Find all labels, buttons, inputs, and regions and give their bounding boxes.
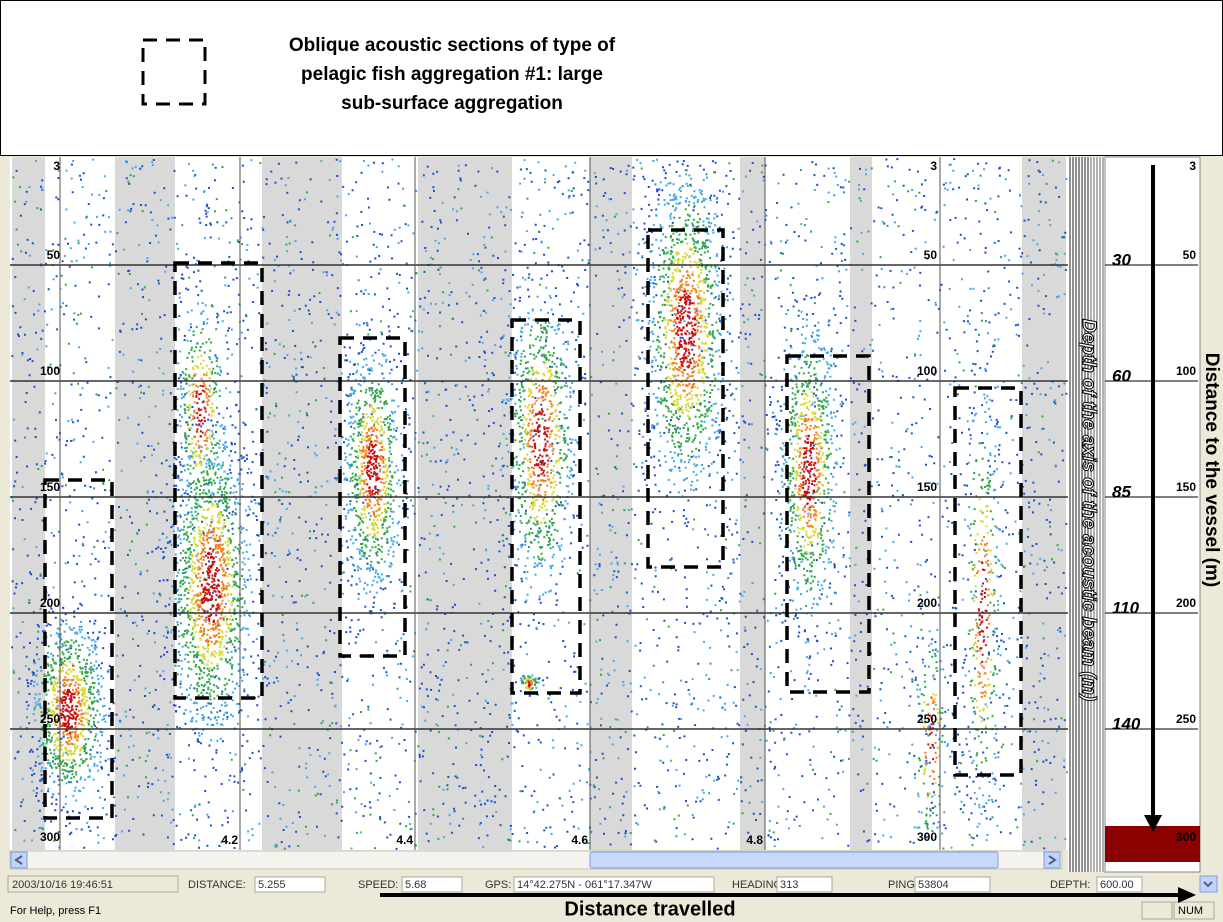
range-label: 150 — [1176, 480, 1196, 494]
status-value-box — [776, 876, 833, 893]
depth-label: 100 — [40, 364, 60, 378]
aggregation-box — [953, 386, 1023, 777]
bottom-block — [1105, 826, 1200, 862]
depth-label: 150 — [917, 480, 937, 494]
scroll-thumb[interactable] — [589, 851, 999, 869]
status-value-box — [401, 876, 463, 893]
depth-label: 3 — [930, 159, 937, 173]
distance-arrow-head — [1178, 887, 1196, 903]
legend-line: Oblique acoustic sections of type of — [289, 35, 616, 56]
status-value: 53804 — [918, 879, 949, 891]
legend-box — [0, 0, 1223, 156]
status-label: PING: — [888, 879, 918, 891]
depth-label: 250 — [40, 712, 60, 726]
oblique-label: 110 — [1112, 598, 1140, 617]
status-label: DISTANCE: — [188, 879, 246, 891]
scroll-right[interactable] — [1043, 851, 1061, 869]
depth-label: 50 — [924, 248, 938, 262]
aggregation-box — [646, 228, 725, 569]
status-pane — [1141, 901, 1173, 920]
aggregation-box — [785, 354, 871, 694]
status-label: HEADING: — [732, 879, 785, 891]
status-field — [7, 875, 179, 893]
distance-label: 4.2 — [221, 833, 238, 847]
dropdown[interactable] — [1199, 875, 1218, 893]
range-label: 200 — [1176, 596, 1196, 610]
oblique-label: 60 — [1112, 366, 1131, 385]
status-value: 14°42.275N - 061°17.347W — [517, 879, 652, 891]
range-label: 50 — [1183, 248, 1197, 262]
depth-label: 50 — [47, 248, 61, 262]
range-label: 100 — [1176, 364, 1196, 378]
range-label: 3 — [1189, 159, 1196, 173]
ping-gap — [590, 157, 632, 850]
status-value-box — [1096, 876, 1143, 893]
ping-gap — [740, 157, 765, 850]
depth-label: 300 — [917, 830, 937, 844]
ping-gap — [262, 157, 342, 850]
num-indicator: NUM — [1178, 905, 1203, 917]
scroll-left[interactable] — [10, 851, 28, 869]
legend-icon — [141, 38, 207, 106]
status-label: SPEED: — [358, 879, 398, 891]
range-title: Distance to the vessel (m) — [1201, 353, 1222, 587]
status-value-box — [513, 876, 715, 893]
range-label: 300 — [1176, 830, 1196, 844]
oblique-label: 85 — [1112, 482, 1131, 501]
timestamp: 2003/10/16 19:46:51 — [12, 879, 113, 891]
status-value-box — [914, 876, 991, 893]
depth-label: 100 — [917, 364, 937, 378]
oblique-title: Depth of the axis of the acoustic beam (… — [1078, 319, 1099, 701]
arrow-icon — [14, 855, 23, 865]
aggregation-box — [43, 478, 114, 820]
ping-gap — [115, 157, 175, 850]
status-label: DEPTH: — [1050, 879, 1090, 891]
distance-label: 4.4 — [396, 833, 413, 847]
status-label: GPS: — [485, 879, 511, 891]
status-value-box — [254, 876, 326, 893]
hatch-bg — [1068, 157, 1105, 872]
status-value: 600.00 — [1100, 879, 1134, 891]
aggregation-box — [338, 336, 407, 658]
ping-gap — [12, 157, 45, 850]
range-arrow-head — [1144, 815, 1162, 832]
depth-label: 3 — [53, 159, 60, 173]
status-value: 313 — [780, 879, 798, 891]
aggregation-box — [173, 261, 264, 700]
status-pane — [1173, 901, 1215, 920]
x-title: Distance travelled — [564, 898, 735, 920]
legend-line: pelagic fish aggregation #1: large — [301, 64, 603, 85]
depth-label: 300 — [40, 830, 60, 844]
legend-line: sub-surface aggregation — [341, 93, 563, 114]
depth-label: 150 — [40, 480, 60, 494]
distance-label: 4.6 — [571, 833, 588, 847]
oblique-label: 140 — [1112, 714, 1141, 733]
arrow-icon — [1048, 855, 1057, 865]
ping-gap — [850, 157, 872, 850]
help-text: For Help, press F1 — [10, 905, 101, 917]
status-value: 5.68 — [405, 879, 426, 891]
status-value: 5.255 — [258, 879, 286, 891]
ping-gap — [418, 157, 512, 850]
depth-label: 250 — [917, 712, 937, 726]
arrow-icon — [1203, 881, 1213, 888]
distance-label: 4.8 — [746, 833, 763, 847]
echogram-bg — [10, 157, 1068, 850]
oblique-label: 30 — [1112, 250, 1131, 269]
range-label: 250 — [1176, 712, 1196, 726]
aggregation-box — [510, 318, 582, 695]
depth-label: 200 — [40, 596, 60, 610]
depth-label: 200 — [917, 596, 937, 610]
